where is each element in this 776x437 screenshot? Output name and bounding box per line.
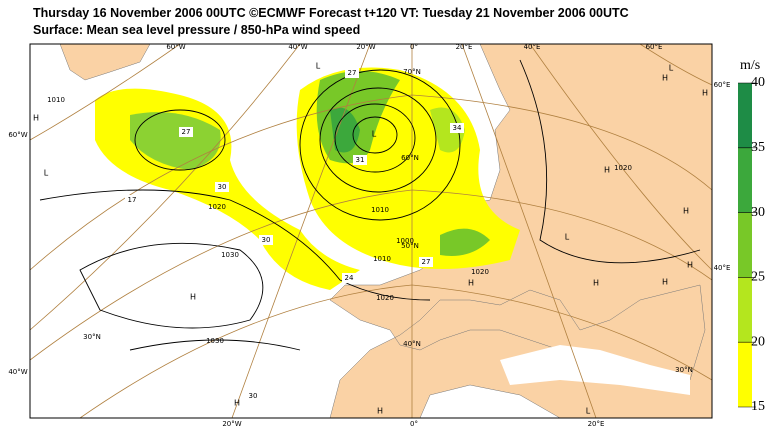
- pressure-center: L: [44, 169, 49, 178]
- coordinate-label: 40°E: [714, 264, 731, 272]
- coordinate-label: 50°N: [401, 242, 419, 250]
- coordinate-label: 20°E: [456, 43, 473, 51]
- coordinate-label: 60°E: [714, 81, 731, 89]
- wind-label-box: [215, 182, 229, 192]
- coordinate-label: 60°E: [646, 43, 663, 51]
- colorbar-label: 40: [751, 75, 765, 90]
- pressure-center: L: [316, 62, 321, 71]
- colorbar-label: 35: [751, 140, 765, 155]
- pressure-center: H: [593, 279, 599, 288]
- colorbar-band: [738, 212, 752, 278]
- colorbar-label: 30: [751, 205, 765, 220]
- pressure-center: H: [683, 207, 689, 216]
- coordinate-label: 40°N: [403, 340, 421, 348]
- wind-label-box: [342, 273, 356, 283]
- colorbar-label: 25: [751, 270, 765, 285]
- colorbar-band: [738, 83, 752, 148]
- pressure-center: H: [33, 114, 39, 123]
- colorbar-band: [738, 342, 752, 407]
- coordinate-label: 60°N: [401, 154, 419, 162]
- isobar-label: 1020: [376, 294, 394, 302]
- coordinate-label: 20°E: [588, 420, 605, 428]
- wind-label-box: [419, 257, 433, 267]
- pressure-center: L: [372, 130, 377, 139]
- wind-label: 27: [422, 258, 431, 266]
- coordinate-label: 40°E: [524, 43, 541, 51]
- wind-label: 31: [356, 156, 365, 164]
- pressure-center: H: [190, 293, 196, 302]
- isobars: [39, 59, 701, 351]
- subtitle: Surface: Mean sea level pressure / 850-h…: [33, 23, 361, 37]
- pressure-center: H: [234, 399, 240, 408]
- pressure-center: H: [687, 261, 693, 270]
- isobar-label: 1030: [206, 337, 224, 345]
- pressure-center: H: [702, 89, 708, 98]
- isobar-label: 1030: [221, 251, 239, 259]
- wind-label: 30: [249, 392, 258, 400]
- isobar-label: 1020: [614, 164, 632, 172]
- graticule: [30, 44, 712, 418]
- coordinate-label: 30°N: [83, 333, 101, 341]
- isobar-label: 1010: [373, 255, 391, 263]
- pressure-center: H: [604, 166, 610, 175]
- wind-label-box: [353, 155, 367, 165]
- map-body: [30, 44, 712, 418]
- wind-label: 30: [218, 183, 227, 191]
- coordinate-label: 70°N: [403, 68, 421, 76]
- wind-label: 24: [345, 274, 354, 282]
- coordinate-label: 20°W: [356, 43, 375, 51]
- wind-label: 27: [348, 69, 357, 77]
- wind-label-box: [259, 235, 273, 245]
- coordinate-label: 0°: [410, 420, 418, 428]
- coordinate-label: 30°N: [675, 366, 693, 374]
- pressure-center: L: [565, 233, 570, 242]
- wind-label-box: [179, 127, 193, 137]
- coordinate-label: 20°W: [222, 420, 241, 428]
- pressure-center: H: [468, 279, 474, 288]
- colorbar-band: [738, 277, 752, 343]
- coordinate-label: 0°: [410, 43, 418, 51]
- coordinate-label: 60°W: [8, 131, 27, 139]
- wind-label-box: [345, 68, 359, 78]
- wind-label-box: [246, 391, 260, 401]
- wind-label: 30: [262, 236, 271, 244]
- coordinate-label: 40°W: [288, 43, 307, 51]
- wind-label: 27: [182, 128, 191, 136]
- colorbar-band: [738, 147, 752, 213]
- title: Thursday 16 November 2006 00UTC ©ECMWF F…: [33, 6, 629, 20]
- pressure-center: H: [662, 74, 668, 83]
- wind-label: 17: [128, 196, 137, 204]
- coordinate-label: 60°W: [166, 43, 185, 51]
- wind-label-box: [125, 195, 139, 205]
- colorbar-label: 20: [751, 334, 765, 349]
- coordinate-label: 40°W: [8, 368, 27, 376]
- isobar-label: 1010: [371, 206, 389, 214]
- wind-shading: [95, 67, 520, 290]
- isobar-label: 1020: [471, 268, 489, 276]
- pressure-center: L: [669, 64, 674, 73]
- colorbar-unit: m/s: [740, 58, 760, 73]
- pressure-center: L: [586, 407, 591, 416]
- pressure-center: H: [377, 407, 383, 416]
- isobar-label: 1000: [396, 237, 414, 245]
- wind-label-box: [450, 123, 464, 133]
- colorbar-label: 15: [751, 399, 765, 414]
- wind-label: 34: [453, 124, 462, 132]
- isobar-label: 1020: [208, 203, 226, 211]
- isobar-label: 1010: [47, 96, 65, 104]
- pressure-center: H: [662, 278, 668, 287]
